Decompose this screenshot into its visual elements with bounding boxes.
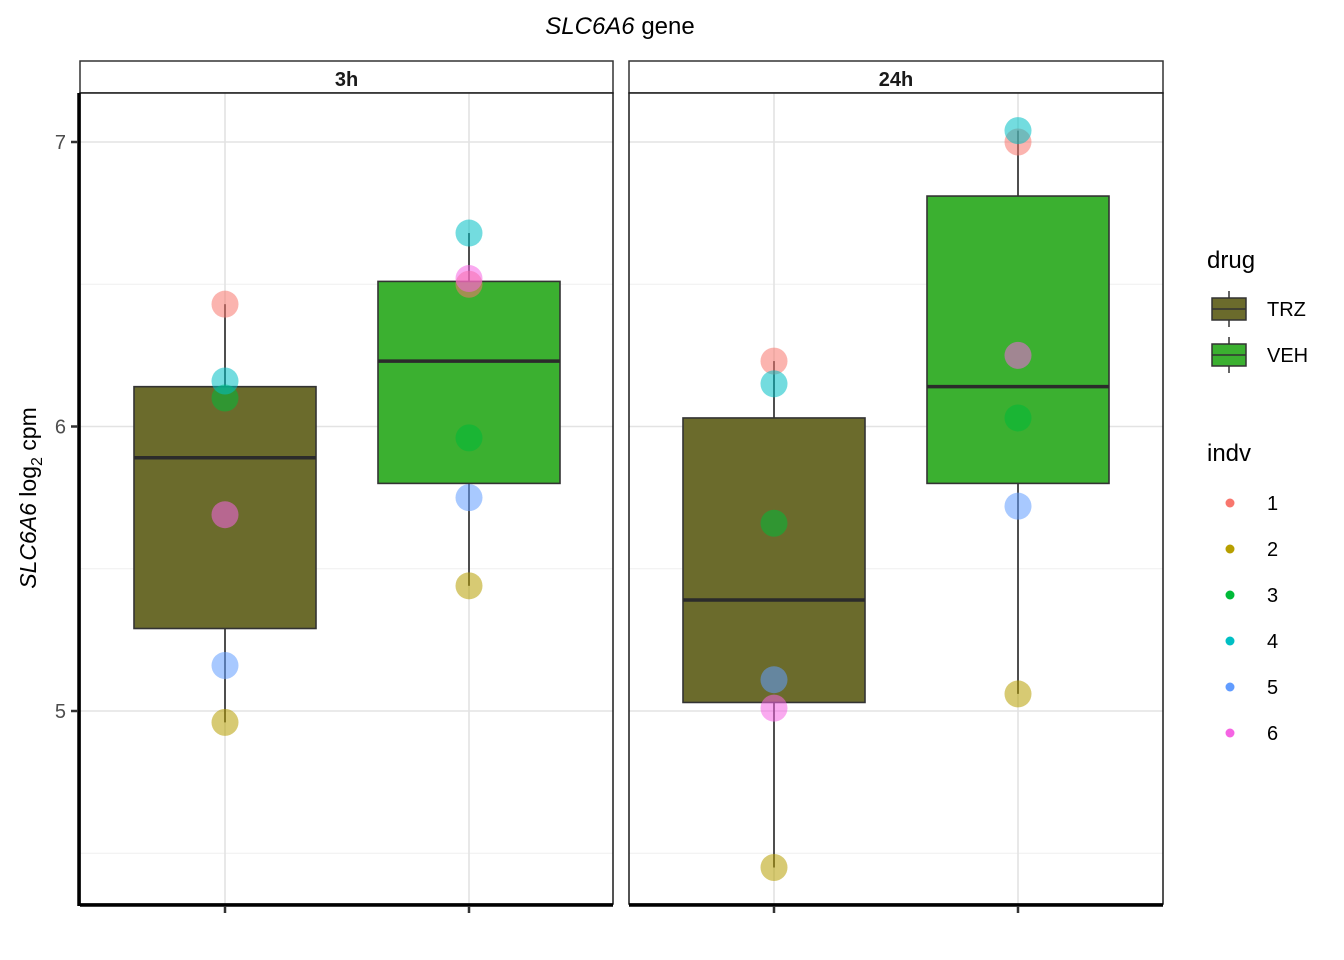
y-axis-title-log: log (15, 466, 41, 503)
legend-label-indv-3: 3 (1267, 585, 1278, 607)
y-tick-label: 7 (55, 132, 66, 154)
point-indv-3 (455, 424, 483, 452)
y-axis-title-gene: SLC6A6 (15, 503, 41, 589)
point-indv-4 (760, 370, 788, 398)
legend-dot-indv-2 (1225, 544, 1235, 554)
point-indv-6 (455, 265, 483, 293)
point-indv-1 (760, 347, 788, 375)
y-tick-label: 5 (55, 701, 66, 723)
strip-background-3h (79, 60, 614, 94)
legend-label-TRZ: TRZ (1267, 299, 1306, 321)
box-24h-VEH (926, 130, 1110, 694)
y-tick-label: 6 (55, 417, 66, 439)
legend-dot-indv-5 (1225, 682, 1235, 692)
box-24h-TRZ (682, 361, 866, 868)
point-indv-2 (455, 572, 483, 600)
facet-panel-24h: 24h (628, 60, 1164, 913)
box-body (682, 417, 866, 704)
point-indv-3 (760, 509, 788, 537)
chart-title-suffix: gene (635, 13, 695, 40)
point-indv-3 (1004, 404, 1032, 432)
point-indv-2 (1004, 680, 1032, 708)
legend-label-VEH: VEH (1267, 345, 1308, 367)
point-indv-2 (760, 853, 788, 881)
box-body (926, 195, 1110, 485)
facet-panels: 3h 5 6 7 24h (55, 60, 1164, 913)
point-indv-1 (211, 290, 239, 318)
point-indv-4 (211, 367, 239, 395)
legend-title-drug: drug (1207, 247, 1255, 274)
point-indv-5 (1004, 492, 1032, 520)
legend-label-indv-6: 6 (1267, 723, 1278, 745)
legend-dot-indv-1 (1225, 498, 1235, 508)
point-indv-6 (1004, 341, 1032, 369)
legend: drug TRZ VEH indv 1 2 3 4 5 6 (1207, 247, 1308, 745)
legend-label-indv-4: 4 (1267, 631, 1278, 653)
point-indv-2 (211, 708, 239, 736)
y-axis-title-unit: cpm (15, 407, 41, 457)
legend-dot-indv-6 (1225, 728, 1235, 738)
point-indv-5 (455, 484, 483, 512)
chart-title: SLC6A6 gene (545, 13, 694, 40)
legend-label-indv-2: 2 (1267, 539, 1278, 561)
strip-label-3h: 3h (335, 69, 358, 91)
chart-title-gene: SLC6A6 (545, 13, 635, 40)
point-indv-5 (211, 651, 239, 679)
box-body (377, 280, 561, 485)
point-indv-4 (1004, 117, 1032, 145)
legend-dot-indv-3 (1225, 590, 1235, 600)
legend-dot-indv-4 (1225, 636, 1235, 646)
point-indv-6 (760, 694, 788, 722)
legend-label-indv-5: 5 (1267, 677, 1278, 699)
y-axis-title-subscript: 2 (29, 457, 46, 466)
point-indv-6 (211, 501, 239, 529)
legend-key-VEH (1211, 337, 1247, 373)
facet-panel-3h: 3h 5 6 7 (55, 60, 614, 913)
y-axis-title: SLC6A6 log2 cpm (15, 407, 46, 589)
point-indv-4 (455, 219, 483, 247)
legend-key-TRZ (1211, 291, 1247, 327)
legend-title-indv: indv (1207, 440, 1251, 467)
strip-label-24h: 24h (879, 69, 913, 91)
legend-label-indv-1: 1 (1267, 493, 1278, 515)
point-indv-5 (760, 666, 788, 694)
